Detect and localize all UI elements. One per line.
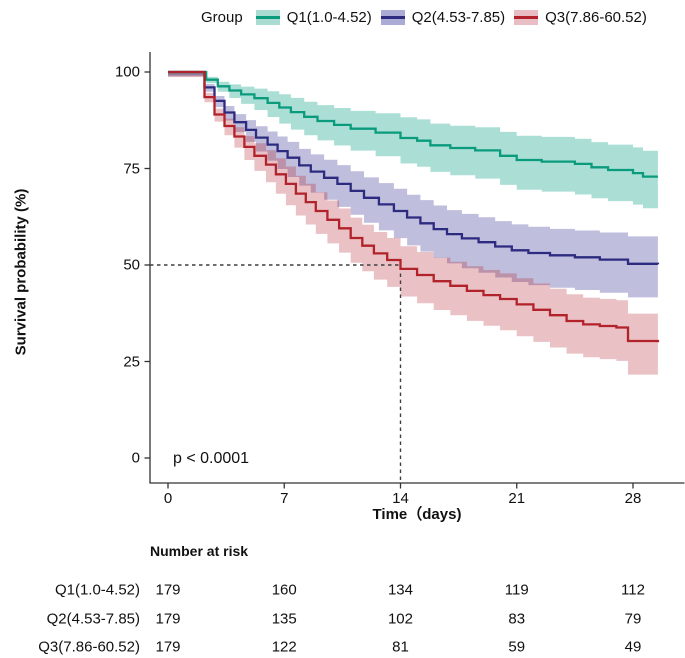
- legend-label-q2: Q2(4.53-7.85): [411, 9, 506, 26]
- risk-count: 179: [155, 638, 181, 656]
- risk-count: 112: [621, 581, 645, 599]
- x-tick-0: 0: [163, 490, 173, 507]
- risk-row-label-q3: Q3(7.86-60.52): [38, 638, 140, 656]
- legend-label-q1: Q1(1.0-4.52): [286, 9, 372, 26]
- risk-count: 59: [508, 638, 526, 656]
- p-value-annotation: p < 0.0001: [173, 450, 250, 467]
- risk-row-label-q1: Q1(1.0-4.52): [54, 581, 140, 599]
- x-tick-28: 28: [624, 490, 642, 507]
- legend-line-q2-icon: [380, 16, 405, 19]
- legend-line-q3-icon: [514, 16, 539, 19]
- legend-swatch-q2-icon: [380, 10, 405, 25]
- legend-line-q1-icon: [255, 16, 280, 19]
- risk-count: 83: [508, 610, 526, 628]
- risk-count: 134: [387, 581, 413, 599]
- ci-band: [168, 72, 658, 299]
- risk-count: 119: [504, 581, 529, 599]
- risk-row-label-q2: Q2(4.53-7.85): [46, 610, 140, 628]
- survival-curve: [168, 70, 658, 178]
- y-tick-75: 75: [123, 160, 140, 177]
- legend-swatch-q1-icon: [255, 10, 280, 25]
- risk-count: 102: [387, 610, 413, 628]
- legend-item-q2: Q2(4.53-7.85): [380, 9, 506, 26]
- risk-count: 179: [155, 581, 181, 599]
- ci-band: [168, 72, 658, 377]
- legend-swatch-q3-icon: [514, 10, 539, 25]
- legend-item-q3: Q3(7.86-60.52): [514, 9, 647, 26]
- survival-curve: [168, 70, 660, 265]
- x-tick-21: 21: [508, 490, 526, 507]
- risk-count: 81: [392, 638, 409, 656]
- ci-band: [168, 72, 658, 209]
- y-tick-0: 0: [131, 449, 140, 467]
- y-tick-50: 50: [123, 256, 140, 274]
- risk-count: 179: [155, 610, 181, 628]
- survival-chart: [144, 52, 685, 489]
- legend: Group Q1(1.0-4.52) Q2(4.53-7.85) Q3(7.86…: [201, 9, 647, 26]
- risk-count: 135: [271, 610, 297, 628]
- risk-count: 79: [624, 610, 642, 628]
- y-tick-25: 25: [123, 353, 140, 370]
- x-axis-title: Time（days): [372, 506, 462, 523]
- risk-count: 160: [271, 581, 297, 599]
- legend-title: Group: [201, 9, 243, 26]
- risk-table-title: Number at risk: [150, 543, 249, 559]
- x-tick-14: 14: [392, 490, 409, 507]
- legend-label-q3: Q3(7.86-60.52): [545, 9, 647, 26]
- y-tick-100: 100: [114, 63, 140, 81]
- survival-curve: [168, 70, 660, 343]
- risk-count: 49: [624, 638, 642, 656]
- x-tick-7: 7: [280, 490, 289, 507]
- risk-count: 122: [271, 638, 297, 656]
- legend-item-q1: Q1(1.0-4.52): [255, 9, 372, 26]
